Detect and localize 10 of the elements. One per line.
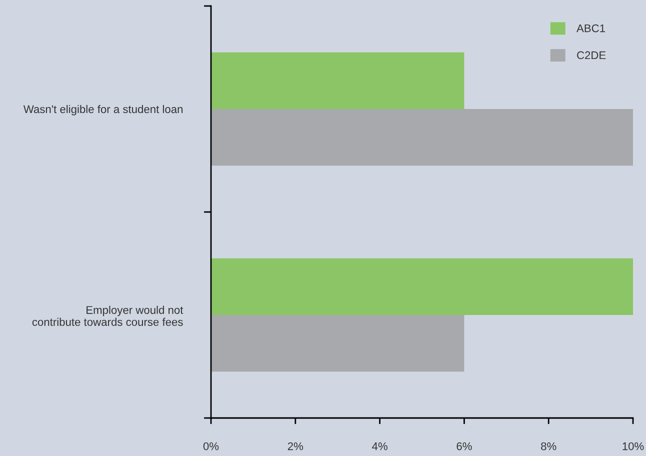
y-tick-label: Employer would not contribute towards course fees (32, 306, 184, 326)
legend-label: ABC1 (576, 24, 605, 32)
x-tick-label: 4% (372, 442, 388, 450)
x-tick-label: 8% (541, 442, 556, 450)
x-tick-label: 2% (288, 442, 304, 450)
legend-label: C2DE (577, 51, 606, 60)
x-tick-label: 10% (622, 442, 644, 450)
x-tick-label: 6% (456, 442, 472, 450)
y-tick-label: Wasn't eligible for a student loan (23, 104, 183, 116)
x-tick-label: 0% (203, 442, 219, 450)
